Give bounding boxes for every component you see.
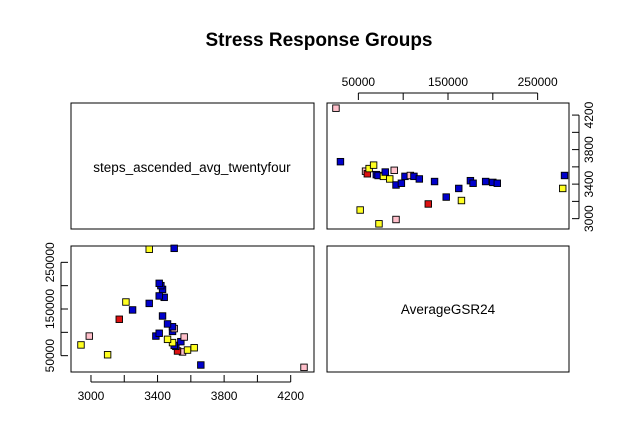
- bottom-axis-tick-label: 3800: [211, 389, 238, 403]
- data-point-gsr-vs-steps: [77, 341, 85, 349]
- data-point-steps-vs-gsr: [559, 184, 567, 193]
- data-point-steps-vs-gsr: [457, 196, 466, 205]
- panel-bottom-right: [326, 245, 570, 373]
- data-point-steps-vs-gsr: [493, 179, 501, 187]
- left-axis-tick-label: 50000: [43, 339, 57, 373]
- data-point-gsr-vs-steps: [197, 361, 205, 369]
- data-point-gsr-vs-steps: [170, 244, 178, 253]
- left-axis-tick-label: 150000: [43, 289, 57, 329]
- data-point-steps-vs-gsr: [560, 171, 569, 180]
- data-point-steps-vs-gsr: [424, 200, 432, 208]
- data-point-gsr-vs-steps: [155, 292, 163, 300]
- right-axis-tick-label: 4200: [582, 101, 596, 128]
- axes-group: 50000 150000 250000 3000 3400 3800 4200 50000 15…: [43, 75, 596, 403]
- right-axis-tick-label: 3400: [582, 170, 596, 197]
- data-point-gsr-vs-steps: [85, 332, 94, 340]
- data-point-steps-vs-gsr: [481, 177, 490, 186]
- data-point-steps-vs-gsr: [455, 184, 463, 193]
- data-point-gsr-vs-steps: [128, 306, 137, 314]
- data-point-gsr-vs-steps: [183, 346, 192, 354]
- data-point-gsr-vs-steps: [158, 312, 167, 320]
- data-point-gsr-vs-steps: [115, 315, 123, 323]
- data-point-steps-vs-gsr: [369, 161, 378, 169]
- data-point-steps-vs-gsr: [332, 104, 340, 112]
- chart-title: Stress Response Groups: [205, 30, 432, 51]
- data-point-steps-vs-gsr: [356, 206, 364, 214]
- data-point-gsr-vs-steps: [155, 279, 163, 288]
- data-point-steps-vs-gsr: [386, 175, 394, 183]
- panel-bottom-left: [70, 245, 315, 373]
- data-point-gsr-vs-steps: [190, 344, 198, 352]
- data-point-gsr-vs-steps: [145, 299, 153, 308]
- top-axis-tick-label: 250000: [518, 75, 558, 89]
- data-point-steps-vs-gsr: [392, 215, 400, 224]
- data-point-gsr-vs-steps: [163, 335, 172, 344]
- panel-top-right: [326, 102, 570, 230]
- left-axis-tick-label: 250000: [43, 242, 57, 282]
- bottom-axis-tick-label: 3400: [144, 389, 171, 403]
- right-axis-tick-label: 3000: [582, 205, 596, 232]
- bottom-axis-tick-label: 3000: [78, 389, 105, 403]
- data-point-steps-vs-gsr: [415, 175, 424, 183]
- data-point-gsr-vs-steps: [163, 320, 172, 328]
- bottom-axis-tick-label: 4200: [277, 389, 304, 403]
- data-point-steps-vs-gsr: [397, 179, 406, 187]
- variable-label-gsr: AverageGSR24: [401, 302, 496, 317]
- data-point-steps-vs-gsr: [375, 220, 383, 228]
- data-point-steps-vs-gsr: [442, 193, 450, 201]
- points-group: [77, 104, 569, 372]
- variable-label-steps: steps_ascended_avg_twentyfour: [93, 160, 291, 175]
- data-point-gsr-vs-steps: [180, 333, 188, 341]
- data-point-steps-vs-gsr: [469, 179, 477, 187]
- data-point-gsr-vs-steps: [300, 363, 308, 372]
- data-point-gsr-vs-steps: [122, 298, 130, 306]
- data-point-steps-vs-gsr: [430, 177, 439, 186]
- data-point-gsr-vs-steps: [103, 351, 112, 359]
- right-axis-tick-label: 3800: [582, 136, 596, 163]
- data-point-gsr-vs-steps: [145, 245, 153, 253]
- data-point-steps-vs-gsr: [381, 168, 389, 176]
- panel-top-left: [70, 102, 315, 230]
- data-point-steps-vs-gsr: [390, 166, 398, 175]
- top-axis-tick-label: 150000: [428, 75, 468, 89]
- data-point-steps-vs-gsr: [336, 157, 345, 166]
- top-axis-tick-label: 50000: [342, 75, 376, 89]
- data-point-gsr-vs-steps: [155, 329, 163, 337]
